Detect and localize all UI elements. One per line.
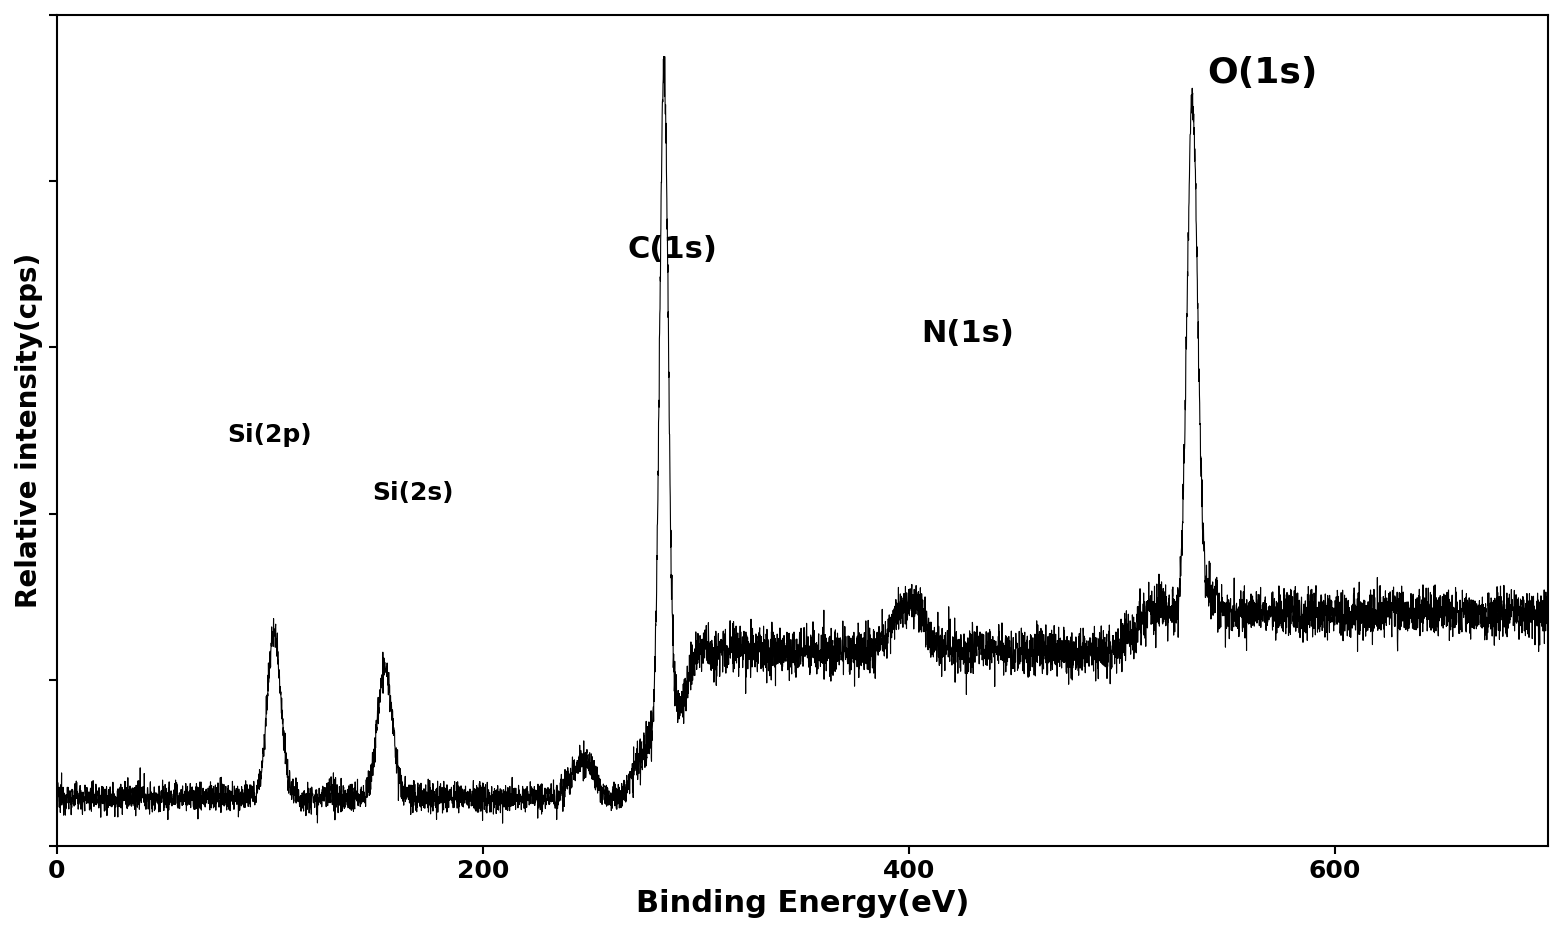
Text: Si(2p): Si(2p): [227, 424, 313, 447]
X-axis label: Binding Energy(eV): Binding Energy(eV): [636, 889, 969, 918]
Text: O(1s): O(1s): [1207, 56, 1318, 90]
Text: Si(2s): Si(2s): [372, 481, 453, 506]
Text: N(1s): N(1s): [922, 318, 1014, 347]
Text: C(1s): C(1s): [628, 235, 717, 264]
Y-axis label: Relative intensity(cps): Relative intensity(cps): [16, 253, 44, 608]
